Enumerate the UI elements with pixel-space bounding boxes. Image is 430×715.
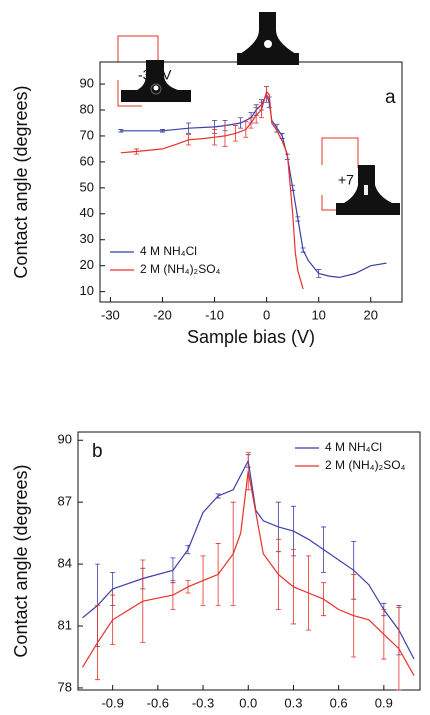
error-bar bbox=[186, 134, 192, 146]
error-bar bbox=[200, 555, 206, 606]
y-tick-label: 87 bbox=[58, 494, 72, 509]
x-tick-label: 0 bbox=[263, 307, 270, 322]
annotation: -30 V bbox=[138, 67, 172, 83]
error-bar bbox=[185, 580, 191, 594]
y-tick-label: 78 bbox=[58, 679, 72, 694]
error-bar bbox=[248, 117, 254, 129]
error-bar bbox=[159, 129, 165, 133]
x-tick-label: -20 bbox=[153, 307, 172, 322]
error-bar bbox=[321, 526, 327, 573]
x-tick-label: 0.9 bbox=[375, 695, 393, 710]
y-tick-label: 60 bbox=[80, 153, 94, 168]
error-bar bbox=[222, 125, 228, 147]
error-bar bbox=[396, 607, 402, 691]
error-bar bbox=[321, 582, 327, 617]
error-bar bbox=[381, 609, 387, 660]
inset-droplet-negative bbox=[117, 35, 191, 107]
error-bar bbox=[295, 216, 301, 222]
error-bar bbox=[351, 574, 357, 658]
series-line bbox=[81, 471, 415, 676]
error-bar bbox=[243, 121, 249, 138]
x-tick-label: -0.9 bbox=[101, 695, 123, 710]
x-tick-label: -0.6 bbox=[147, 695, 169, 710]
plot-frame bbox=[99, 61, 403, 303]
error-bar bbox=[300, 247, 306, 253]
annotation: +7 V bbox=[338, 172, 368, 188]
error-bar bbox=[215, 543, 221, 606]
x-tick-label: -10 bbox=[205, 307, 224, 322]
y-tick-label: 81 bbox=[58, 617, 72, 632]
error-bar bbox=[170, 580, 176, 610]
annotation: a bbox=[385, 87, 396, 108]
y-tick-label: 84 bbox=[58, 556, 72, 571]
legend-label: 2 M (NH₄)₂SO₄ bbox=[140, 262, 221, 276]
y-tick-label: 30 bbox=[80, 231, 94, 246]
error-bar bbox=[306, 555, 312, 631]
error-bar bbox=[264, 86, 270, 98]
series-line bbox=[82, 458, 415, 660]
y-tick-label: 90 bbox=[80, 75, 94, 90]
x-tick-label: 10 bbox=[311, 307, 325, 322]
error-bar bbox=[133, 148, 139, 155]
error-bar bbox=[185, 545, 191, 555]
error-bar bbox=[230, 501, 236, 606]
error-bar bbox=[253, 107, 259, 124]
y-tick-label: 20 bbox=[80, 257, 94, 272]
y-tick-label: 40 bbox=[80, 205, 94, 220]
error-bar bbox=[212, 129, 218, 146]
error-bar bbox=[316, 269, 322, 278]
series-line bbox=[120, 90, 304, 290]
x-tick-label: 20 bbox=[364, 307, 378, 322]
error-bar bbox=[140, 559, 146, 643]
error-bar bbox=[290, 549, 296, 625]
annotation: b bbox=[92, 441, 103, 462]
error-bar bbox=[245, 452, 251, 491]
y-tick-label: 50 bbox=[80, 179, 94, 194]
x-tick-label: 0.6 bbox=[330, 695, 348, 710]
error-bar bbox=[232, 125, 238, 142]
legend-label: 4 M NH₄Cl bbox=[325, 440, 382, 454]
legend-label: 4 M NH₄Cl bbox=[140, 244, 197, 258]
error-bar bbox=[186, 122, 192, 134]
x-tick-label: 0.3 bbox=[284, 695, 302, 710]
error-bar bbox=[238, 117, 244, 129]
x-tick-label: -0.3 bbox=[192, 695, 214, 710]
error-bar bbox=[215, 493, 221, 499]
y-axis-title: Contact angle (degrees) bbox=[11, 464, 31, 657]
plot-frame bbox=[77, 431, 421, 691]
y-tick-label: 70 bbox=[80, 127, 94, 142]
x-axis-title: Sample bias (V) bbox=[187, 327, 315, 347]
error-bar bbox=[95, 604, 101, 681]
error-bar bbox=[110, 594, 116, 645]
y-tick-label: 90 bbox=[58, 432, 72, 447]
y-tick-label: 10 bbox=[80, 283, 94, 298]
y-axis-title: Contact angle (degrees) bbox=[11, 85, 31, 278]
error-bar bbox=[258, 101, 264, 119]
y-tick-label: 80 bbox=[80, 101, 94, 116]
error-bar bbox=[118, 129, 124, 133]
x-tick-label: -30 bbox=[101, 307, 120, 322]
x-tick-label: 0.0 bbox=[239, 695, 257, 710]
inset-droplet-zero bbox=[237, 12, 299, 65]
legend-label: 2 M (NH₄)₂SO₄ bbox=[325, 458, 406, 472]
inset-droplet-positive bbox=[321, 137, 400, 215]
error-bar bbox=[275, 538, 281, 610]
